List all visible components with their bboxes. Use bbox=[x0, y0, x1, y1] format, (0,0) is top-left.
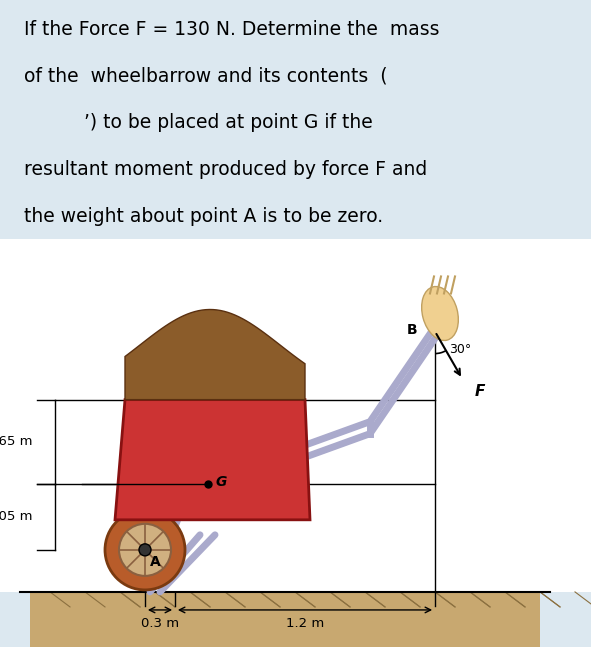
Text: 0.3 m: 0.3 m bbox=[141, 617, 179, 630]
Text: B: B bbox=[407, 322, 417, 336]
Bar bbox=[0, 239, 591, 592]
Text: A: A bbox=[150, 555, 161, 569]
Text: 1.2 m: 1.2 m bbox=[286, 617, 324, 630]
Ellipse shape bbox=[421, 287, 459, 340]
Text: 30°: 30° bbox=[449, 343, 471, 356]
Circle shape bbox=[119, 524, 171, 576]
Polygon shape bbox=[115, 400, 310, 520]
Text: ’) to be placed at point G if the: ’) to be placed at point G if the bbox=[24, 113, 372, 132]
Bar bbox=[30, 592, 540, 647]
Circle shape bbox=[139, 544, 151, 556]
Text: If the Force F = 130 N. Determine the  mass: If the Force F = 130 N. Determine the ma… bbox=[24, 19, 439, 39]
Text: of the  wheelbarrow and its contents  (: of the wheelbarrow and its contents ( bbox=[24, 67, 387, 85]
Polygon shape bbox=[125, 309, 305, 400]
Text: resultant moment produced by force F and: resultant moment produced by force F and bbox=[24, 160, 427, 179]
Text: 0.05 m: 0.05 m bbox=[0, 510, 32, 523]
Text: G: G bbox=[216, 475, 228, 488]
Circle shape bbox=[105, 510, 185, 590]
Text: F: F bbox=[475, 384, 485, 399]
Text: the weight about point A is to be zero.: the weight about point A is to be zero. bbox=[24, 206, 383, 226]
Text: 0.65 m: 0.65 m bbox=[0, 435, 32, 448]
